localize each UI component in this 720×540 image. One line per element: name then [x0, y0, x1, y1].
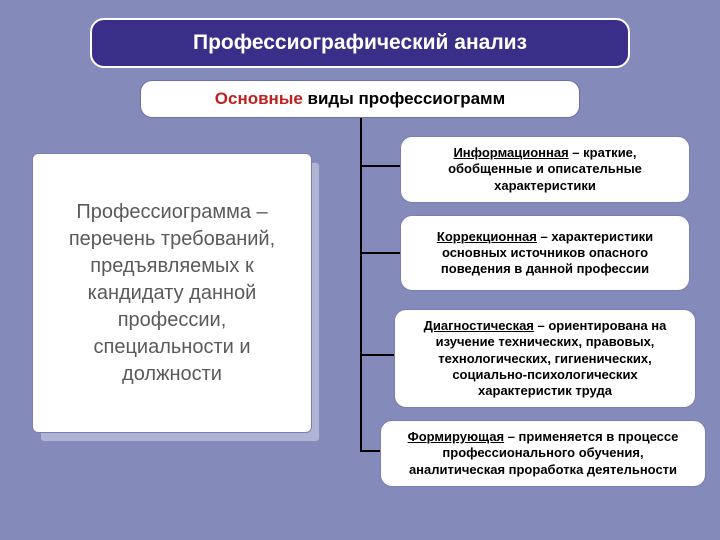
type-title: Формирующая — [408, 429, 504, 444]
subtitle-text: Основные виды профессиограмм — [215, 89, 505, 109]
connector-h1 — [360, 252, 400, 254]
title-text: Профессиографический анализ — [193, 31, 527, 55]
connector-h3 — [360, 450, 382, 452]
type-box-3: Формирующая – применяется в процессе про… — [380, 420, 706, 487]
connector-h2 — [360, 354, 396, 356]
connector-h0 — [360, 165, 400, 167]
type-box-0: Информационная – краткие, обобщенные и о… — [400, 136, 690, 203]
type-title: Диагностическая — [424, 318, 534, 333]
type-box-1: Коррекционная – характеристики основных … — [400, 215, 690, 291]
subtitle-rest: виды профессиограмм — [303, 89, 505, 108]
definition-box: Профессиограмма – перечень требований, п… — [32, 153, 312, 433]
type-title: Коррекционная — [437, 229, 537, 244]
type-title: Информационная — [453, 145, 568, 160]
definition-text: Профессиограмма – перечень требований, п… — [45, 199, 299, 388]
title-box: Профессиографический анализ — [90, 18, 630, 68]
subtitle-prefix: Основные — [215, 89, 303, 108]
subtitle-box: Основные виды профессиограмм — [140, 80, 580, 118]
type-box-2: Диагностическая – ориентирована на изуче… — [394, 309, 696, 408]
connector-vertical — [360, 118, 362, 450]
